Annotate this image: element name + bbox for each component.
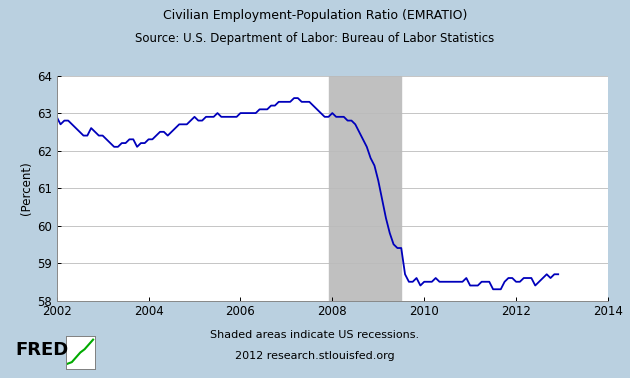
Bar	[328, 76, 401, 301]
Text: FRED: FRED	[16, 341, 69, 359]
Text: Source: U.S. Department of Labor: Bureau of Labor Statistics: Source: U.S. Department of Labor: Bureau…	[135, 32, 495, 45]
Text: Civilian Employment-Population Ratio (EMRATIO): Civilian Employment-Population Ratio (EM…	[163, 9, 467, 22]
Text: 2012 research.stlouisfed.org: 2012 research.stlouisfed.org	[235, 351, 395, 361]
Text: Shaded areas indicate US recessions.: Shaded areas indicate US recessions.	[210, 330, 420, 339]
Y-axis label: (Percent): (Percent)	[20, 161, 33, 215]
